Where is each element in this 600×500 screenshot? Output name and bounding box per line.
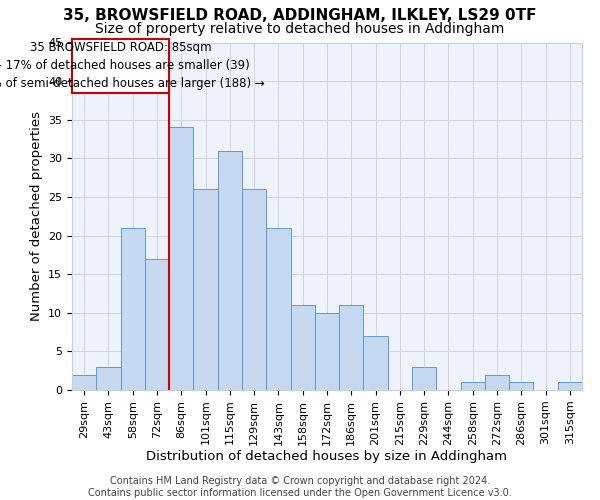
Text: 35 BROWSFIELD ROAD: 85sqm
← 17% of detached houses are smaller (39)
83% of semi-: 35 BROWSFIELD ROAD: 85sqm ← 17% of detac… xyxy=(0,41,265,90)
Bar xyxy=(96,367,121,390)
Bar xyxy=(218,150,242,390)
Bar xyxy=(145,258,169,390)
X-axis label: Distribution of detached houses by size in Addingham: Distribution of detached houses by size … xyxy=(146,450,508,464)
Bar xyxy=(485,374,509,390)
Bar xyxy=(266,228,290,390)
Y-axis label: Number of detached properties: Number of detached properties xyxy=(29,112,43,322)
Bar xyxy=(72,38,169,92)
Text: Contains HM Land Registry data © Crown copyright and database right 2024.
Contai: Contains HM Land Registry data © Crown c… xyxy=(88,476,512,498)
Bar xyxy=(242,189,266,390)
Bar xyxy=(558,382,582,390)
Bar xyxy=(72,374,96,390)
Bar xyxy=(315,313,339,390)
Bar xyxy=(461,382,485,390)
Bar xyxy=(290,305,315,390)
Bar xyxy=(169,128,193,390)
Bar xyxy=(339,305,364,390)
Text: 35, BROWSFIELD ROAD, ADDINGHAM, ILKLEY, LS29 0TF: 35, BROWSFIELD ROAD, ADDINGHAM, ILKLEY, … xyxy=(63,8,537,22)
Bar xyxy=(412,367,436,390)
Bar xyxy=(193,189,218,390)
Text: Size of property relative to detached houses in Addingham: Size of property relative to detached ho… xyxy=(95,22,505,36)
Bar xyxy=(121,228,145,390)
Bar xyxy=(364,336,388,390)
Bar xyxy=(509,382,533,390)
